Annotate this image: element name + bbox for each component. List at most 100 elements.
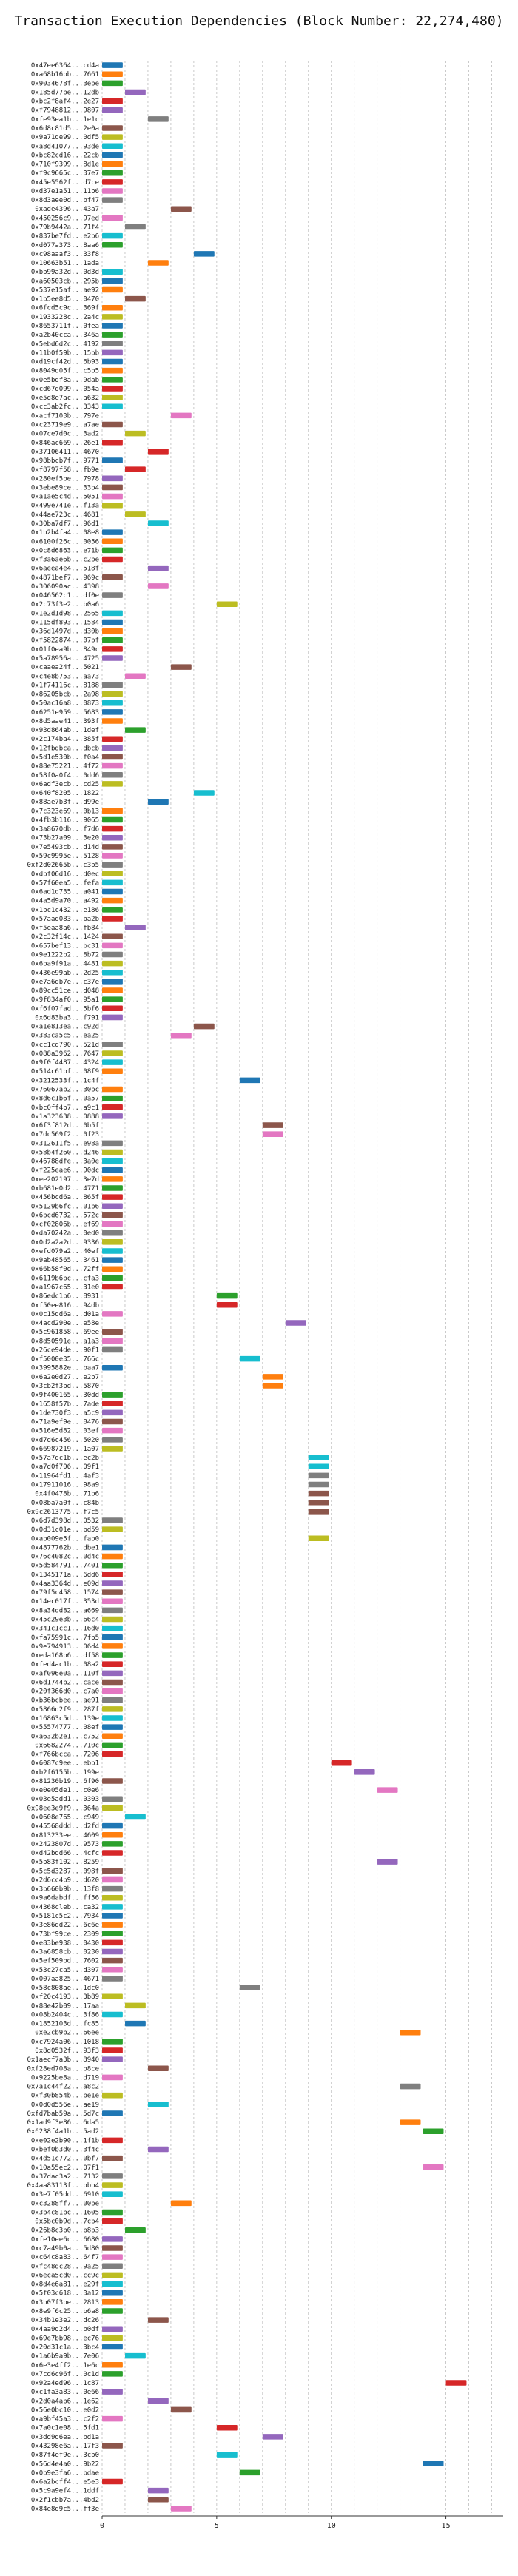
y-tick-label: 0x1de730f3...a5c9	[31, 1409, 99, 1417]
transaction-bar	[102, 1948, 123, 1955]
transaction-bar	[102, 907, 123, 913]
y-tick-label: 0x6adf3ecb...cd25	[31, 781, 99, 788]
y-tick-label: 0xe5d8e7ac...a632	[31, 395, 99, 402]
transaction-bar	[102, 996, 123, 1002]
transaction-bar	[102, 619, 123, 625]
transaction-bar	[102, 1418, 123, 1425]
y-tick-label: 0xf30b854b...be1e	[31, 2093, 99, 2100]
transaction-bar	[124, 2020, 146, 2027]
transaction-bar	[102, 1751, 123, 1757]
transaction-bar	[102, 1572, 123, 1577]
transaction-bar	[102, 179, 123, 185]
y-tick-label: 0xbc82cd16...22cb	[31, 152, 99, 159]
y-tick-label: 0x456bcd6a...865f	[31, 1194, 99, 1201]
y-tick-label: 0x3a8670db...f7d6	[31, 826, 99, 833]
transaction-bar	[147, 2497, 169, 2503]
y-tick-label: 0x6087c9ee...ebb1	[31, 1760, 99, 1768]
y-tick-label: 0xbb99a32d...0d3d	[31, 269, 99, 276]
y-tick-label: 0x43298e6a...17f3	[31, 2443, 99, 2450]
transaction-bar	[216, 2452, 238, 2458]
y-tick-label: 0xcc3ab2fc...3343	[31, 403, 99, 411]
transaction-bar	[102, 170, 123, 176]
y-tick-label: 0x450256c9...97ed	[31, 215, 99, 222]
transaction-bar	[102, 403, 123, 409]
transaction-bar	[102, 1553, 123, 1560]
y-tick-label: 0x1e2d1d98...2565	[31, 610, 99, 617]
transaction-bar	[102, 2299, 123, 2305]
y-tick-label: 0x66b58f0d...72ff	[31, 1266, 99, 1273]
transaction-bar	[147, 2317, 169, 2323]
transaction-bar	[147, 2146, 169, 2153]
y-tick-label: 0x47ee6364...cd4a	[31, 62, 99, 70]
y-tick-label: 0x89cc51ce...d048	[31, 987, 99, 995]
transaction-bar	[147, 2065, 169, 2072]
transaction-bar	[423, 2128, 444, 2135]
transaction-bar	[102, 1993, 123, 1999]
y-tick-label: 0xf2d02665b...c3b5	[27, 862, 99, 869]
transaction-bar	[102, 1832, 123, 1838]
y-tick-label: 0x45e5562f...d7ce	[31, 179, 99, 187]
transaction-bar	[216, 1292, 238, 1299]
transaction-bar	[170, 1032, 192, 1039]
transaction-bar	[262, 1383, 283, 1389]
y-tick-label: 0x79b9442a...71f4	[31, 224, 99, 232]
y-tick-label: 0x2d6cc4b9...d620	[31, 1876, 99, 1884]
transaction-bar	[102, 332, 123, 338]
transaction-bar	[102, 421, 123, 428]
y-tick-label: 0x0d31c01e...bd59	[31, 1526, 99, 1534]
transaction-bar	[147, 799, 169, 805]
y-tick-label: 0x5a78956a...4725	[31, 655, 99, 663]
transaction-bar	[102, 1113, 123, 1119]
transaction-bar	[102, 969, 123, 976]
y-tick-label: 0x6d83ba3...f791	[35, 1014, 99, 1022]
transaction-bar	[216, 601, 238, 607]
transaction-bar	[102, 2173, 123, 2179]
y-tick-label: 0x1b2b4fa4...08e8	[31, 529, 99, 537]
transaction-bar	[170, 2200, 192, 2207]
y-tick-label: 0x79f5c458...1574	[31, 1589, 99, 1597]
y-tick-label: 0xf3a6ae6b...c2be	[31, 557, 99, 564]
transaction-bar	[102, 1688, 123, 1694]
y-tick-label: 0x8d3aee0d...bf47	[31, 197, 99, 204]
y-tick-label: 0x1aecf7a3b...8940	[27, 2056, 99, 2064]
y-tick-label: 0xa68b16bb...7661	[31, 71, 99, 78]
transaction-bar	[308, 1481, 329, 1488]
y-tick-label: 0x516e5d82...03ef	[31, 1428, 99, 1435]
transaction-bar	[102, 556, 123, 563]
transaction-bar	[124, 295, 146, 302]
transaction-bar	[377, 1859, 398, 1865]
transaction-bar	[124, 1814, 146, 1820]
y-tick-label: 0x55574777...08ef	[31, 1724, 99, 1731]
y-tick-label: 0x5d584791...7401	[31, 1563, 99, 1570]
transaction-bar	[102, 232, 123, 239]
transaction-bar	[102, 1850, 123, 1856]
y-tick-label: 0x1933228c...2a4c	[31, 314, 99, 321]
y-tick-label: 0x6eca5cd0...cc9c	[31, 2272, 99, 2279]
transaction-bar	[102, 718, 123, 724]
y-tick-label: 0xa7d0f706...09f1	[31, 1463, 99, 1471]
transaction-bar	[102, 547, 123, 554]
y-tick-label: 0x3b4c81bc...1605	[31, 2209, 99, 2216]
transaction-bar	[102, 1167, 123, 1173]
y-tick-label: 0x8d50591e...a1a3	[31, 1338, 99, 1345]
transaction-bar	[102, 754, 123, 760]
y-tick-label: 0x6119b6bc...cfa3	[31, 1275, 99, 1282]
y-tick-label: 0x6aeea4e4...518f	[31, 566, 99, 573]
transaction-bar	[102, 1086, 123, 1093]
y-tick-label: 0xfa75991c...7fb5	[31, 1634, 99, 1642]
y-tick-label: 0x4f0478b...71b6	[35, 1491, 99, 1498]
transaction-bar	[102, 1724, 123, 1730]
y-tick-label: 0x312611f5...e98a	[31, 1140, 99, 1147]
y-tick-label: 0x71a9ef9e...8476	[31, 1419, 99, 1426]
y-tick-label: 0x56e0bc10...e0d2	[31, 2406, 99, 2414]
y-tick-label: 0x1a6b9a9b...7e06	[31, 2353, 99, 2361]
y-tick-label: 0x1f74116c...8188	[31, 682, 99, 689]
transaction-bar	[102, 2092, 123, 2099]
transaction-bar	[102, 808, 123, 814]
transaction-bar	[102, 125, 123, 131]
transaction-bar	[102, 1203, 123, 1210]
transaction-bar	[102, 1796, 123, 1802]
y-tick-label: 0x5c961858...69ee	[31, 1329, 99, 1336]
transaction-bar	[102, 1931, 123, 1937]
transaction-bar	[102, 700, 123, 706]
